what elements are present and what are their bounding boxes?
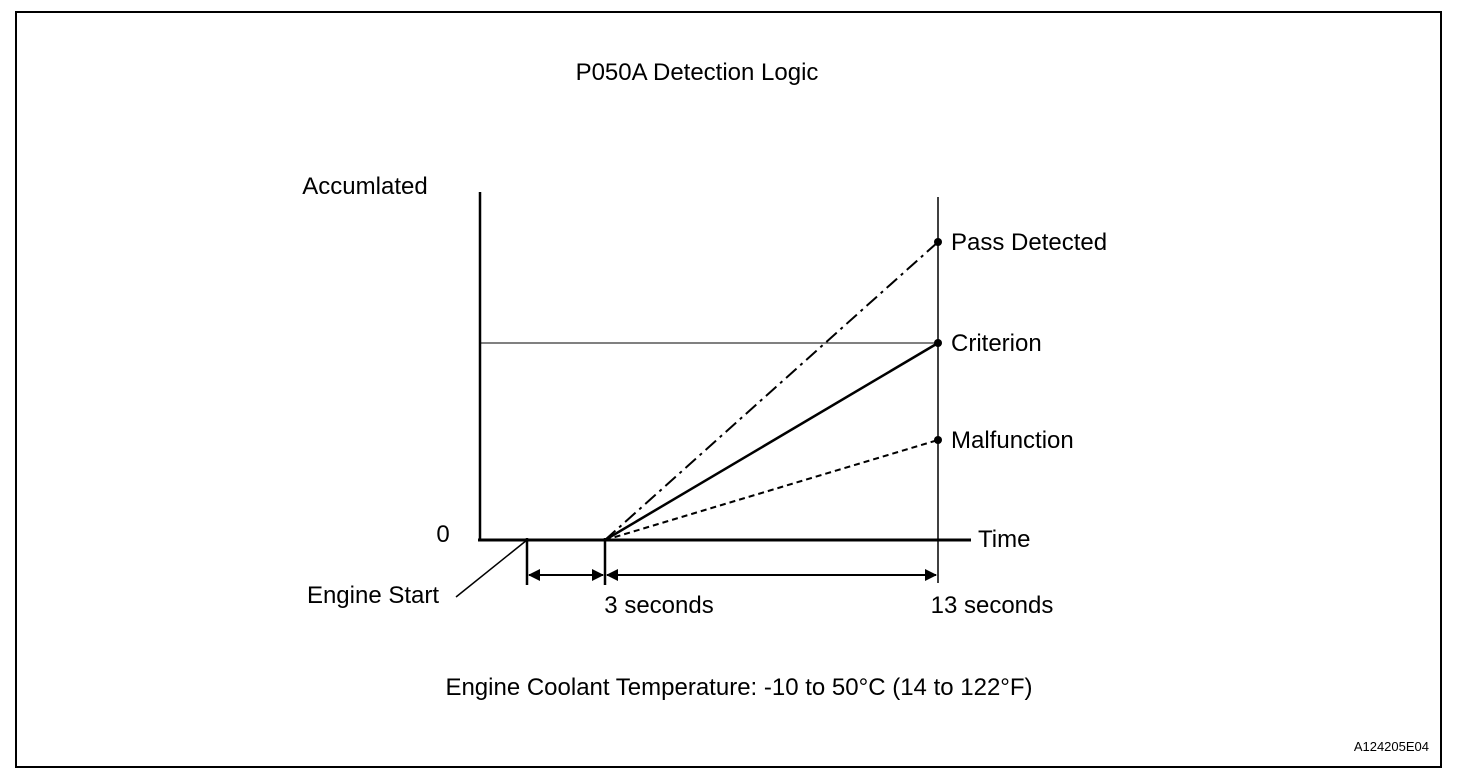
figure-frame [15, 11, 1442, 768]
malfunction-point [934, 436, 942, 444]
y-axis-label: Accumlated [302, 173, 427, 200]
thirteen-seconds-label: 13 seconds [931, 592, 1054, 619]
pass-detected-label: Pass Detected [951, 229, 1107, 256]
pass-detected-point [934, 238, 942, 246]
engine-start-label: Engine Start [307, 582, 439, 609]
criterion-line [604, 341, 939, 542]
pass-detected-line [604, 241, 939, 541]
engine-start-leader [455, 539, 528, 598]
x-axis-label: Time [978, 526, 1030, 553]
figure-code: A124205E04 [1354, 739, 1429, 754]
coolant-temperature-note: Engine Coolant Temperature: -10 to 50°C … [445, 674, 1032, 701]
malfunction-line [604, 439, 939, 541]
malfunction-label: Malfunction [951, 427, 1074, 454]
diagram-title: P050A Detection Logic [576, 59, 819, 86]
y-zero-label: 0 [436, 521, 449, 548]
criterion-label: Criterion [951, 330, 1042, 357]
criterion-point [934, 339, 942, 347]
three-seconds-label: 3 seconds [604, 592, 713, 619]
